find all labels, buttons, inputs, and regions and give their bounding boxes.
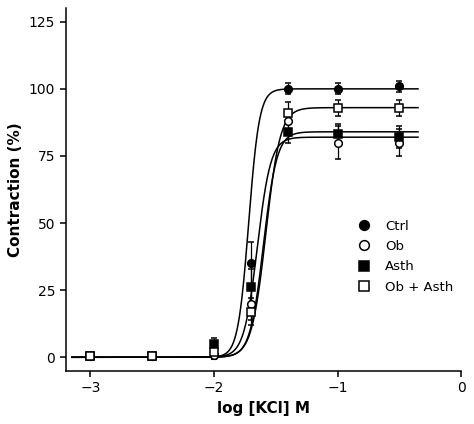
- Legend: Ctrl, Ob, Asth, Ob + Asth: Ctrl, Ob, Asth, Ob + Asth: [346, 215, 459, 299]
- Y-axis label: Contraction (%): Contraction (%): [9, 122, 23, 257]
- X-axis label: log [KCl] M: log [KCl] M: [217, 401, 310, 416]
